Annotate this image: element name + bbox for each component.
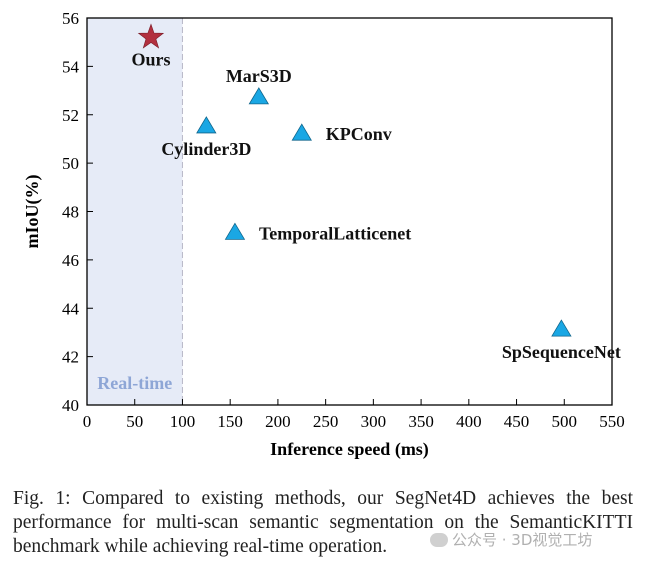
x-tick-label: 350 xyxy=(408,412,434,431)
y-tick-label: 52 xyxy=(62,106,79,125)
point-label: Ours xyxy=(131,49,170,69)
triangle-marker xyxy=(248,87,270,105)
x-tick-label: 250 xyxy=(313,412,339,431)
x-tick-label: 300 xyxy=(361,412,387,431)
x-tick-label: 200 xyxy=(265,412,291,431)
y-tick-label: 50 xyxy=(62,154,79,173)
point-label: SpSequenceNet xyxy=(502,342,621,362)
point-label: MarS3D xyxy=(226,66,292,86)
wechat-icon xyxy=(430,533,448,547)
triangle-marker xyxy=(224,222,246,240)
x-tick-label: 500 xyxy=(552,412,578,431)
y-tick-label: 54 xyxy=(62,57,80,76)
x-tick-label: 450 xyxy=(504,412,530,431)
triangle-marker xyxy=(196,116,217,134)
point-label: KPConv xyxy=(326,124,392,144)
x-axis-label: Inference speed (ms) xyxy=(270,439,429,460)
point-label: TemporalLatticenet xyxy=(259,223,411,243)
triangle-marker xyxy=(291,123,312,141)
y-tick-label: 44 xyxy=(62,299,80,318)
real-time-region xyxy=(87,18,183,405)
point-label: Cylinder3D xyxy=(161,139,251,159)
y-tick-label: 48 xyxy=(62,203,79,222)
scatter-chart: Real-time 0 50 100 150 200 250 300 350 400 450 500… xyxy=(22,9,625,460)
y-tick-label: 56 xyxy=(62,9,79,28)
watermark: 公众号 · 3D视觉工坊 xyxy=(430,529,592,550)
watermark-text: 公众号 · 3D视觉工坊 xyxy=(452,531,593,549)
figure-caption: Fig. 1: Compared to existing methods, ou… xyxy=(13,488,633,557)
x-tick-label: 550 xyxy=(599,412,625,431)
real-time-label: Real-time xyxy=(97,373,172,393)
x-axis-ticks: 0 50 100 150 200 250 300 350 400 450 500 550 xyxy=(83,399,625,431)
x-tick-label: 400 xyxy=(456,412,482,431)
triangle-marker xyxy=(551,319,572,337)
data-points: Ours MarS3D Cylinder3D KPConv TemporalLattic… xyxy=(131,23,621,362)
y-axis-label: mIoU(%) xyxy=(22,175,43,249)
y-tick-label: 46 xyxy=(62,251,79,270)
y-tick-label: 40 xyxy=(62,396,79,415)
star-marker xyxy=(137,23,165,49)
y-tick-label: 42 xyxy=(62,348,79,367)
y-axis-ticks: 40 42 44 46 48 50 52 54 56 xyxy=(62,9,93,415)
x-tick-label: 150 xyxy=(217,412,243,431)
x-tick-label: 0 xyxy=(83,412,92,431)
x-tick-label: 100 xyxy=(170,412,196,431)
x-tick-label: 50 xyxy=(126,412,143,431)
